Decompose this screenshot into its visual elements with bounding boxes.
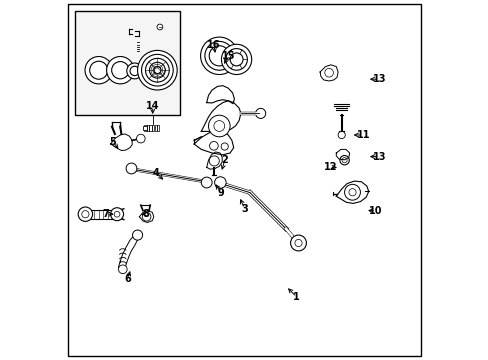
- Circle shape: [114, 211, 120, 217]
- Circle shape: [85, 57, 112, 84]
- Circle shape: [81, 211, 89, 218]
- Text: 14: 14: [145, 101, 159, 111]
- Polygon shape: [206, 152, 222, 169]
- Circle shape: [255, 108, 265, 118]
- Circle shape: [106, 57, 134, 84]
- Circle shape: [153, 67, 161, 74]
- Bar: [142, 126, 146, 130]
- Circle shape: [290, 235, 306, 251]
- Circle shape: [200, 37, 238, 75]
- Circle shape: [214, 177, 225, 188]
- Bar: [152, 125, 154, 131]
- Circle shape: [339, 156, 348, 165]
- Circle shape: [344, 184, 360, 200]
- Text: 5: 5: [109, 137, 116, 147]
- Circle shape: [230, 53, 243, 66]
- Circle shape: [110, 208, 123, 221]
- Circle shape: [208, 115, 230, 137]
- Circle shape: [204, 41, 233, 70]
- Circle shape: [213, 121, 224, 131]
- Circle shape: [118, 265, 127, 274]
- Text: 15: 15: [221, 51, 235, 61]
- Text: 8: 8: [142, 209, 149, 219]
- Circle shape: [209, 141, 218, 150]
- Circle shape: [221, 44, 251, 75]
- Text: 1: 1: [293, 292, 300, 302]
- Bar: [144, 125, 146, 131]
- Text: 2: 2: [221, 155, 227, 165]
- Text: 6: 6: [124, 274, 131, 284]
- Circle shape: [209, 46, 229, 66]
- Circle shape: [136, 134, 145, 143]
- Text: 16: 16: [207, 40, 220, 50]
- Circle shape: [145, 58, 169, 82]
- Bar: [157, 125, 159, 131]
- Polygon shape: [336, 181, 368, 203]
- Polygon shape: [118, 234, 138, 271]
- Circle shape: [137, 50, 177, 90]
- Text: 10: 10: [368, 206, 382, 216]
- Circle shape: [348, 189, 355, 196]
- Circle shape: [324, 68, 333, 77]
- Text: 12: 12: [324, 162, 337, 172]
- Polygon shape: [110, 134, 132, 150]
- Text: 3: 3: [241, 204, 247, 214]
- Bar: [75, 11, 179, 115]
- Bar: [85, 210, 117, 219]
- Text: 11: 11: [356, 130, 369, 140]
- Circle shape: [157, 24, 163, 30]
- Polygon shape: [336, 149, 349, 160]
- Circle shape: [126, 63, 142, 79]
- Text: 13: 13: [372, 152, 386, 162]
- Polygon shape: [206, 86, 234, 104]
- Circle shape: [78, 207, 92, 221]
- Text: 9: 9: [217, 188, 224, 198]
- Circle shape: [141, 54, 173, 86]
- Bar: [149, 125, 151, 131]
- Circle shape: [201, 177, 212, 188]
- Circle shape: [225, 49, 247, 70]
- Circle shape: [130, 66, 139, 76]
- Circle shape: [111, 62, 129, 79]
- Polygon shape: [194, 130, 233, 155]
- Text: 7: 7: [102, 209, 109, 219]
- Bar: [146, 125, 149, 131]
- Circle shape: [337, 131, 345, 139]
- Circle shape: [142, 212, 151, 221]
- Circle shape: [209, 156, 219, 166]
- Circle shape: [132, 230, 142, 240]
- Circle shape: [89, 61, 107, 79]
- Polygon shape: [320, 65, 337, 81]
- Circle shape: [294, 239, 302, 247]
- Text: 4: 4: [153, 168, 160, 178]
- Bar: [154, 125, 156, 131]
- Text: 13: 13: [372, 74, 386, 84]
- Circle shape: [149, 62, 165, 78]
- Circle shape: [221, 143, 228, 150]
- Polygon shape: [139, 211, 153, 222]
- Circle shape: [126, 163, 137, 174]
- Circle shape: [342, 158, 346, 163]
- Polygon shape: [201, 101, 241, 131]
